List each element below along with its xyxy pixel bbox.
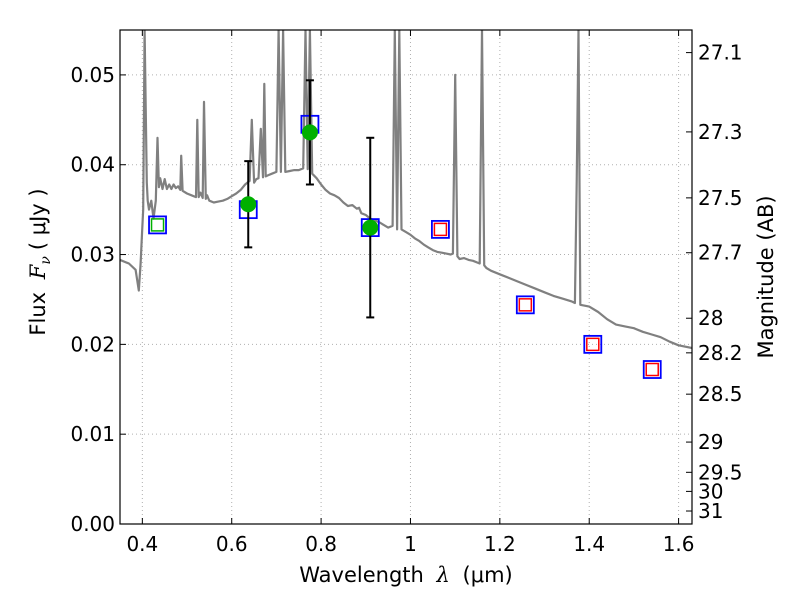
mag-tick-label: 29.5 [698, 460, 743, 484]
x-tick-label: 1.6 [663, 532, 695, 556]
x-tick-label: 0.6 [216, 532, 248, 556]
x-tick-label: 0.8 [305, 532, 337, 556]
mag-tick-label: 27.7 [698, 241, 743, 265]
x-tick-label: 1.4 [573, 532, 605, 556]
mag-tick-label: 27.3 [698, 120, 743, 144]
y-axis-title: Flux Fν( μJy ) [26, 188, 54, 335]
mag-tick-label: 27.1 [698, 41, 743, 65]
y-tick-label: 0.00 [70, 512, 115, 536]
y-tick-label: 0.04 [70, 153, 115, 177]
mag-tick-label: 28.5 [698, 382, 743, 406]
upper-limit-square [433, 222, 448, 237]
data-layer [120, 30, 692, 379]
mag-tick-label: 28 [698, 306, 723, 330]
detection-point [362, 219, 379, 236]
model-photometry-square [642, 360, 662, 379]
model-photometry-square [431, 219, 450, 239]
model-photometry-square [148, 215, 167, 235]
x-tick-label: 1 [404, 532, 417, 556]
x-tick-label: 0.4 [126, 532, 158, 556]
y-tick-label: 0.02 [70, 332, 115, 356]
y-tick-label: 0.03 [70, 243, 115, 267]
upper-limit-square [586, 337, 600, 352]
mag-tick-label: 27.5 [698, 186, 743, 210]
model-photometry-square [515, 295, 535, 315]
tick-marks [120, 30, 692, 525]
x-tick-label: 1.2 [484, 532, 516, 556]
detection-point [301, 124, 318, 141]
detection-point [240, 196, 257, 213]
model-sed-line [120, 30, 692, 350]
y-tick-label: 0.01 [70, 422, 115, 446]
right-axis-title: Magnitude (AB) [754, 195, 778, 358]
mag-tick-label: 30 [698, 479, 723, 503]
plot-frame [119, 29, 693, 525]
grid-lines [120, 30, 692, 524]
mag-tick-label: 29 [698, 430, 723, 454]
x-axis-title: Wavelength λ (μm) [299, 563, 512, 587]
upper-limit-square [518, 298, 533, 312]
model-photometry-square [583, 334, 603, 354]
upper-limit-square [645, 362, 659, 377]
mag-tick-label: 28.2 [698, 341, 743, 365]
filter-square [150, 218, 165, 232]
y-tick-label: 0.05 [70, 63, 115, 87]
mag-tick-label: 31 [698, 499, 723, 523]
